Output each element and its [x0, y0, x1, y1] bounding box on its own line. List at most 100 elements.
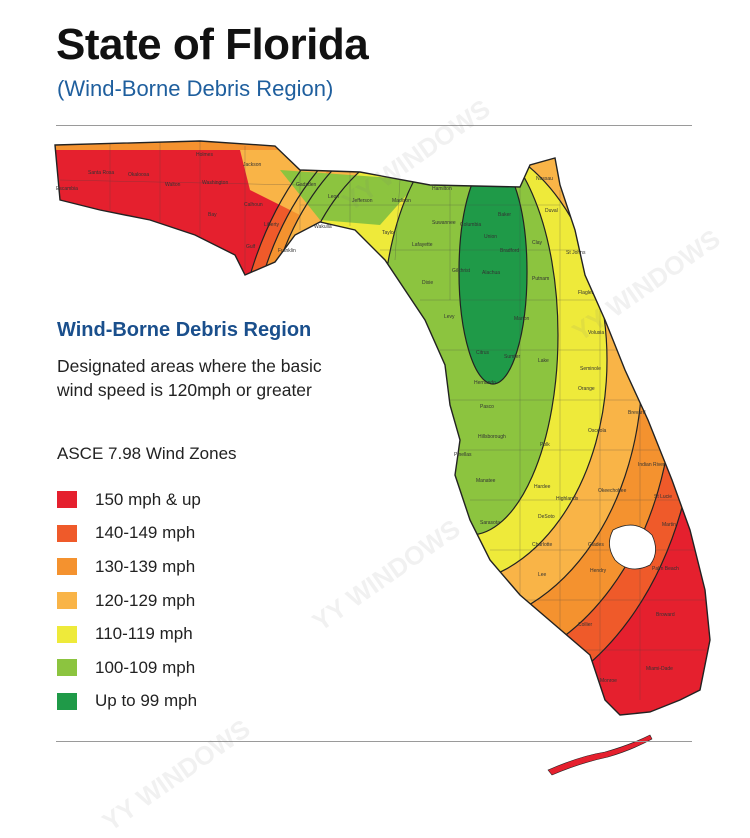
county-label: Lee	[538, 572, 547, 578]
county-label: Taylor	[382, 230, 396, 236]
county-label: Holmes	[196, 152, 213, 158]
legend-label: Up to 99 mph	[95, 691, 198, 711]
county-label: Martin	[662, 522, 676, 528]
legend-item: 110-119 mph	[57, 617, 201, 651]
county-label: Gilchrist	[452, 268, 471, 274]
county-label: Franklin	[278, 248, 296, 254]
county-label: Gulf	[246, 244, 256, 250]
county-labels: Santa Rosa Okaloosa Holmes Jackson Washingto…	[56, 152, 679, 684]
florida-wind-zone-map: Santa Rosa Okaloosa Holmes Jackson Washingto…	[54, 140, 711, 776]
county-lines	[59, 141, 706, 700]
county-label: Broward	[656, 612, 675, 618]
legend-description-line: wind speed is 120mph or greater	[57, 380, 312, 400]
county-label: Suwannee	[432, 220, 456, 226]
county-label: Palm Beach	[652, 566, 679, 572]
florida-keys	[547, 734, 653, 776]
county-label: DeSoto	[538, 514, 555, 520]
county-label: Okaloosa	[128, 172, 149, 178]
wind-zones-legend: 150 mph & up 140-149 mph 130-139 mph 120…	[57, 483, 201, 718]
legend-swatch	[57, 659, 77, 677]
county-label: Brevard	[628, 410, 646, 416]
county-label: Leon	[328, 194, 339, 200]
county-label: Jackson	[243, 162, 262, 168]
county-label: Escambia	[56, 186, 78, 192]
county-label: Lafayette	[412, 242, 433, 248]
legend-heading: Wind-Borne Debris Region	[57, 319, 312, 341]
county-label: Hillsborough	[478, 434, 506, 440]
wind-zones-title: ASCE 7.98 Wind Zones	[57, 444, 237, 463]
county-label: Alachua	[482, 270, 500, 276]
county-label: Walton	[165, 182, 181, 188]
legend-swatch	[57, 524, 77, 542]
legend-swatch	[57, 558, 77, 576]
county-label: Nassau	[536, 176, 553, 182]
top-divider	[56, 125, 692, 126]
county-label: Jefferson	[352, 198, 373, 204]
legend-description: Designated areas where the basic wind sp…	[57, 354, 417, 402]
county-label: Bay	[208, 212, 217, 218]
legend-item: 100-109 mph	[57, 651, 201, 685]
page-title: State of Florida	[56, 20, 369, 69]
legend-swatch	[57, 625, 77, 643]
county-label: Hernando	[474, 380, 496, 386]
county-label: Polk	[540, 442, 550, 448]
county-label: Highlands	[556, 496, 579, 502]
legend-description-line: Designated areas where the basic	[57, 356, 322, 376]
county-label: Lake	[538, 358, 549, 364]
county-label: Wakulla	[314, 224, 332, 230]
page-subtitle: (Wind-Borne Debris Region)	[57, 76, 334, 101]
county-label: Indian River	[638, 462, 665, 468]
county-label: Collier	[578, 622, 593, 628]
county-label: Washington	[202, 180, 228, 186]
legend-swatch	[57, 491, 77, 509]
county-label: Hendry	[590, 568, 607, 574]
county-label: Levy	[444, 314, 455, 320]
legend-label: 110-119 mph	[95, 624, 193, 644]
county-label: Charlotte	[532, 542, 553, 548]
county-label: Volusia	[588, 330, 604, 336]
county-label: Duval	[545, 208, 558, 214]
county-label: Okeechobee	[598, 488, 627, 494]
county-label: Marion	[514, 316, 530, 322]
legend-item: 140-149 mph	[57, 517, 201, 551]
legend-label: 130-139 mph	[95, 556, 196, 576]
county-label: Bradford	[500, 248, 519, 254]
legend-item: 130-139 mph	[57, 550, 201, 584]
legend-item: 120-129 mph	[57, 584, 201, 618]
legend-label: 100-109 mph	[95, 657, 196, 677]
county-label: Flagler	[578, 290, 594, 296]
county-label: Sarasota	[480, 520, 500, 526]
county-label: Osceola	[588, 428, 607, 434]
county-label: Santa Rosa	[88, 170, 114, 176]
bottom-divider	[56, 741, 692, 742]
county-label: Citrus	[476, 350, 490, 356]
lake-okeechobee	[609, 524, 656, 570]
county-label: Monroe	[600, 678, 617, 684]
county-label: Pasco	[480, 404, 494, 410]
county-label: St Lucie	[654, 494, 672, 500]
county-label: Baker	[498, 212, 511, 218]
county-label: Gadsden	[296, 182, 317, 188]
county-label: Sumter	[504, 354, 520, 360]
county-label: Union	[484, 234, 497, 240]
legend-swatch	[57, 592, 77, 610]
county-label: Clay	[532, 240, 543, 246]
legend-item: Up to 99 mph	[57, 685, 201, 719]
county-label: Orange	[578, 386, 595, 392]
county-label: Liberty	[264, 222, 280, 228]
legend-swatch	[57, 692, 77, 710]
county-label: Glades	[588, 542, 604, 548]
legend-label: 150 mph & up	[95, 489, 201, 509]
legend-item: 150 mph & up	[57, 483, 201, 517]
county-label: Hamilton	[432, 186, 452, 192]
county-label: Pinellas	[454, 452, 472, 458]
legend-label: 140-149 mph	[95, 523, 196, 543]
county-label: Madison	[392, 198, 411, 204]
county-label: Calhoun	[244, 202, 263, 208]
county-label: Columbia	[460, 222, 481, 228]
county-label: Dixie	[422, 280, 433, 286]
county-label: Putnam	[532, 276, 549, 282]
county-label: Miami-Dade	[646, 666, 673, 672]
county-label: St Johns	[566, 250, 586, 256]
county-label: Seminole	[580, 366, 601, 372]
